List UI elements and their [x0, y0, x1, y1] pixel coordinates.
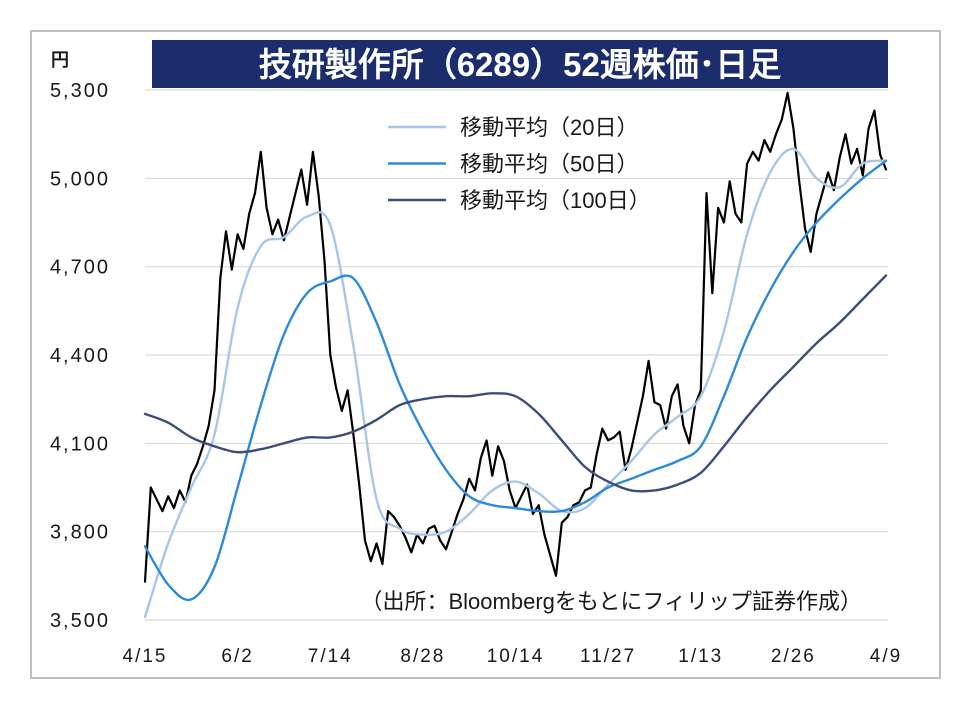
- x-tick-label: 11/27: [580, 646, 636, 667]
- legend-label: 移動平均（50日）: [460, 152, 638, 177]
- y-tick-label: 3,500: [50, 610, 110, 632]
- y-axis-unit: 円: [51, 50, 69, 70]
- y-tick-label: 4,400: [50, 345, 110, 367]
- x-tick-label: 6/2: [221, 646, 253, 667]
- source-note: （出所：Bloombergをもとにフィリップ証券作成）: [360, 589, 862, 614]
- x-tick-label: 7/14: [308, 646, 353, 667]
- moving-average-line-1: [143, 147, 888, 619]
- y-tick-label: 3,800: [50, 522, 110, 544]
- moving-average-line-2: [143, 159, 888, 602]
- x-tick-label: 1/13: [678, 646, 723, 667]
- moving-average-line-3: [143, 274, 888, 493]
- legend-label: 移動平均（20日）: [460, 115, 638, 140]
- legend-label: 移動平均（100日）: [460, 188, 651, 213]
- x-tick-label: 8/28: [400, 646, 445, 667]
- y-tick-label: 5,300: [50, 80, 110, 102]
- chart-title: 技研製作所（6289）52週株価･日足: [259, 46, 782, 83]
- x-tick-label: 2/26: [771, 646, 816, 667]
- y-axis: 3,500 3,800 4,100 4,400 4,700 5,000 5,300: [50, 80, 110, 632]
- x-tick-label: 4/15: [123, 646, 168, 667]
- y-tick-label: 4,700: [50, 257, 110, 279]
- y-tick-label: 5,000: [50, 168, 110, 190]
- x-tick-label: 10/14: [487, 646, 545, 667]
- x-tick-label: 4/9: [870, 646, 902, 667]
- plot-series: [143, 91, 888, 619]
- y-tick-label: 4,100: [50, 433, 110, 455]
- gridlines: [145, 89, 888, 621]
- title-banner: [152, 40, 888, 88]
- legend: 移動平均（20日） 移動平均（50日） 移動平均（100日）: [388, 115, 651, 213]
- x-axis: 4/15 6/2 7/14 8/28 10/14 11/27 1/13 2/26 4/9: [123, 646, 902, 667]
